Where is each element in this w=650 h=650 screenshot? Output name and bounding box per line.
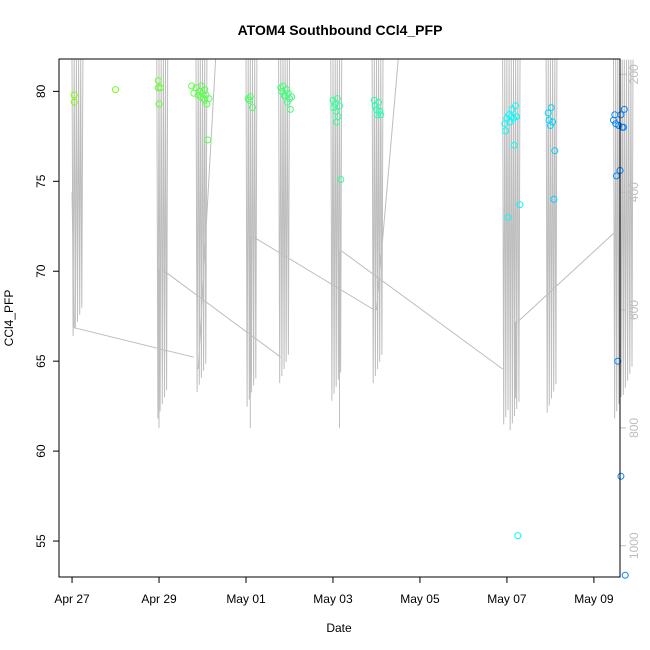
x-axis-label: Date [326, 621, 352, 635]
data-point [156, 84, 164, 92]
x-tick-label: May 09 [574, 592, 614, 606]
data-point [246, 96, 253, 104]
x-tick-label: May 03 [313, 592, 353, 606]
data-point [550, 195, 558, 203]
y-axis-label: CCl4_PFP [2, 290, 16, 347]
data-point [620, 105, 628, 113]
data-point [288, 93, 296, 101]
data-point [188, 82, 196, 90]
axes: Apr 27 Apr 29 May 01 May 03 May 05 May 07 May … [34, 64, 641, 606]
data-point [337, 176, 345, 183]
altitude-tick-label: 600 [627, 300, 641, 320]
data-point [617, 472, 625, 480]
data-point [375, 98, 383, 106]
y-tick-label: 55 [34, 534, 48, 548]
data-point [376, 107, 384, 115]
data-point [614, 357, 622, 365]
data-point [286, 105, 294, 113]
data-point [544, 109, 552, 117]
data-point [282, 86, 290, 94]
data-point [155, 100, 163, 108]
data-point [615, 122, 623, 129]
data-point [336, 102, 343, 110]
data-point [512, 102, 520, 110]
data-point [510, 141, 518, 149]
data-point [334, 113, 342, 121]
data-point [70, 98, 78, 106]
data-point [154, 84, 162, 92]
altitude-tick-label: 800 [627, 418, 641, 438]
data-point [333, 95, 341, 103]
data-point [617, 111, 625, 119]
x-tick-label: Apr 29 [141, 592, 177, 606]
data-point [508, 105, 516, 113]
y-tick-label: 60 [34, 444, 48, 458]
data-point [507, 113, 515, 121]
data-point [286, 95, 293, 103]
chart-title: ATOM4 Southbound CCl4_PFP [238, 22, 443, 38]
data-point [244, 95, 252, 103]
x-tick-label: May 01 [226, 592, 266, 606]
data-point [329, 96, 337, 104]
altitude-tick-label: 200 [627, 64, 641, 84]
data-point [194, 91, 202, 99]
data-point [505, 111, 513, 119]
altitude-tick-label: 400 [627, 182, 641, 202]
x-tick-label: May 05 [400, 592, 440, 606]
data-point [502, 127, 510, 135]
data-point [611, 111, 619, 119]
y-tick-label: 70 [34, 264, 48, 278]
x-tick-label: May 07 [487, 592, 527, 606]
data-point [205, 95, 213, 103]
x-tick-label: Apr 27 [54, 592, 90, 606]
altitude-tick-label: 1000 [627, 532, 641, 559]
data-point [546, 122, 554, 129]
data-point [283, 98, 291, 106]
data-point [246, 93, 254, 101]
y-tick-label: 80 [34, 84, 48, 98]
y-tick-label: 75 [34, 174, 48, 188]
data-point [504, 213, 512, 221]
data-point [249, 104, 256, 112]
data-point [204, 136, 212, 144]
data-point [549, 118, 557, 126]
data-point [70, 91, 78, 99]
data-point [551, 147, 559, 155]
data-point [377, 111, 385, 119]
y-tick-label: 65 [34, 354, 48, 368]
data-point [516, 201, 524, 209]
data-point [373, 105, 380, 113]
data-point [514, 532, 522, 540]
data-point [154, 77, 162, 85]
altitude-trace-path [71, 59, 634, 431]
altitude-trace [71, 59, 634, 431]
data-point [513, 113, 520, 121]
data-points [70, 77, 629, 579]
plot-frame [58, 58, 621, 578]
data-point [621, 571, 629, 579]
data-point [547, 104, 555, 112]
data-point [112, 86, 119, 94]
